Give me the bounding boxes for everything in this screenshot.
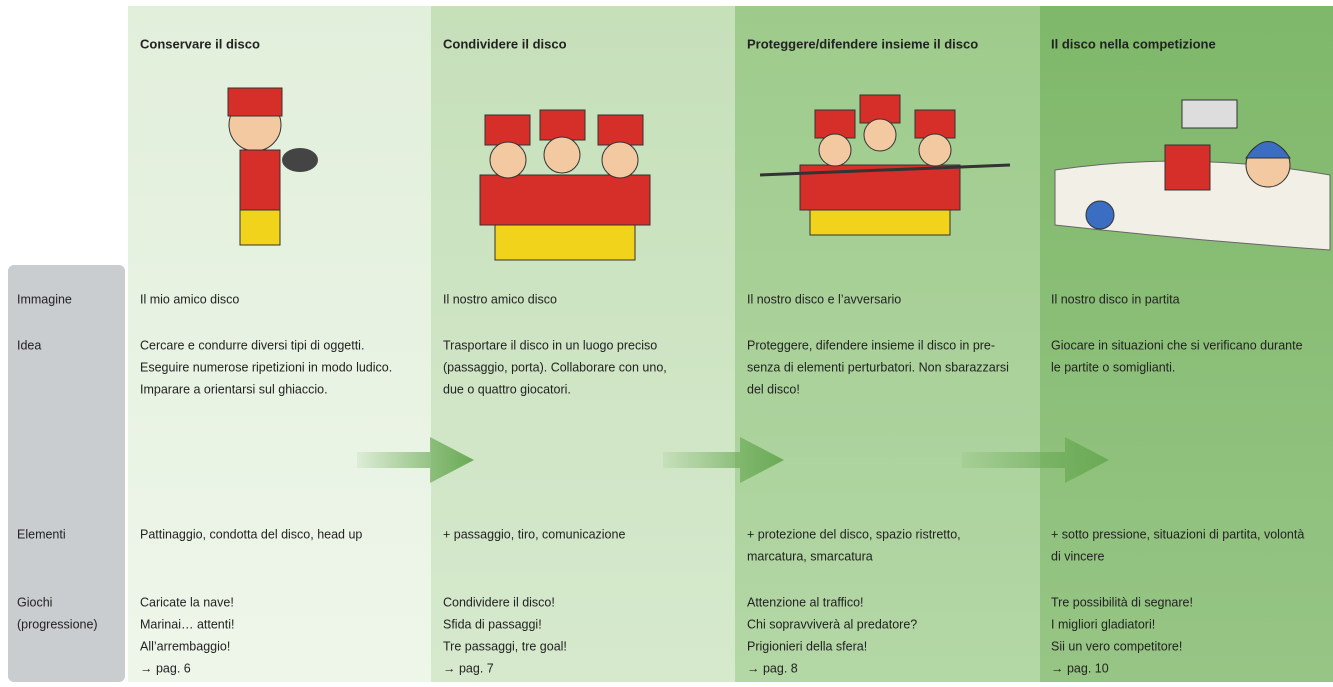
illustration (1054, 99, 1331, 251)
elementi-line: + protezione del disco, spazio ristretto… (747, 527, 961, 541)
elementi-line: + passaggio, tiro, comunicazione (443, 527, 625, 541)
gioco: All’arrembaggio! (140, 639, 230, 653)
elementi-line: Pattinaggio, condotta del disco, head up (140, 527, 362, 541)
gioco: Sfida di passaggi! (443, 617, 542, 631)
illustration (759, 94, 1011, 236)
gioco: Tre possibilità di segnare! (1051, 595, 1193, 609)
backgrounds (8, 6, 1333, 682)
gioco: I migliori gladiatori! (1051, 617, 1155, 631)
immagine: Il nostro disco in partita (1051, 292, 1180, 306)
gioco: Chi sopravviverà al predatore? (747, 617, 917, 631)
gioco: Attenzione al traffico! (747, 595, 864, 609)
row-label: Giochi (17, 595, 52, 609)
label-column (8, 265, 125, 682)
idea-line: Proteggere, difendere insieme il disco i… (747, 338, 995, 352)
arrow (962, 437, 1109, 483)
idea-line: le partite o somiglianti. (1051, 360, 1175, 374)
row-label: (progressione) (17, 617, 98, 631)
gioco: → pag. 8 (747, 661, 798, 675)
illustrations (227, 87, 1331, 261)
row-label: Idea (17, 338, 41, 352)
idea-line: Cercare e condurre diversi tipi di ogget… (140, 338, 364, 352)
gioco: → pag. 10 (1051, 661, 1109, 675)
column-title: Condividere il disco (443, 36, 567, 51)
arrow (357, 437, 474, 483)
arrows (357, 437, 1109, 483)
text: Immagine Idea Elementi Giochi (progressione)… (17, 36, 1304, 675)
elementi-line: + sotto pressione, situazioni di partita… (1051, 527, 1304, 541)
illustration (479, 109, 651, 261)
gioco: → pag. 7 (443, 661, 494, 675)
idea-line: Giocare in situazioni che si verificano … (1051, 338, 1303, 352)
column-title: Conservare il disco (140, 36, 260, 51)
idea-line: (passaggio, porta). Collaborare con uno, (443, 360, 667, 374)
elementi-line: di vincere (1051, 549, 1105, 563)
gioco: Tre passaggi, tre goal! (443, 639, 567, 653)
immagine: Il mio amico disco (140, 292, 239, 306)
idea-line: due o quattro giocatori. (443, 382, 571, 396)
idea-line: Trasportare il disco in un luogo preciso (443, 338, 657, 352)
column-title: Il disco nella competizione (1051, 36, 1216, 51)
arrow (663, 437, 784, 483)
gioco: Caricate la nave! (140, 595, 234, 609)
row-label: Elementi (17, 527, 66, 541)
gioco: → pag. 6 (140, 661, 191, 675)
idea-line: Imparare a orientarsi sul ghiaccio. (140, 382, 328, 396)
elementi-line: marcatura, smarcatura (747, 549, 873, 563)
gioco: Marinai… attenti! (140, 617, 234, 631)
gioco: Sii un vero competitore! (1051, 639, 1182, 653)
idea-line: Eseguire numerose ripetizioni in modo lu… (140, 360, 392, 374)
gioco: Condividere il disco! (443, 595, 555, 609)
column-title: Proteggere/difendere insieme il disco (747, 36, 978, 51)
idea-line: del disco! (747, 382, 800, 396)
gioco: Prigionieri della sfera! (747, 639, 867, 653)
illustration (227, 87, 318, 246)
immagine: Il nostro disco e l’avversario (747, 292, 901, 306)
immagine: Il nostro amico disco (443, 292, 557, 306)
idea-line: senza di elementi perturbatori. Non sbar… (747, 360, 1009, 374)
row-label: Immagine (17, 292, 72, 306)
